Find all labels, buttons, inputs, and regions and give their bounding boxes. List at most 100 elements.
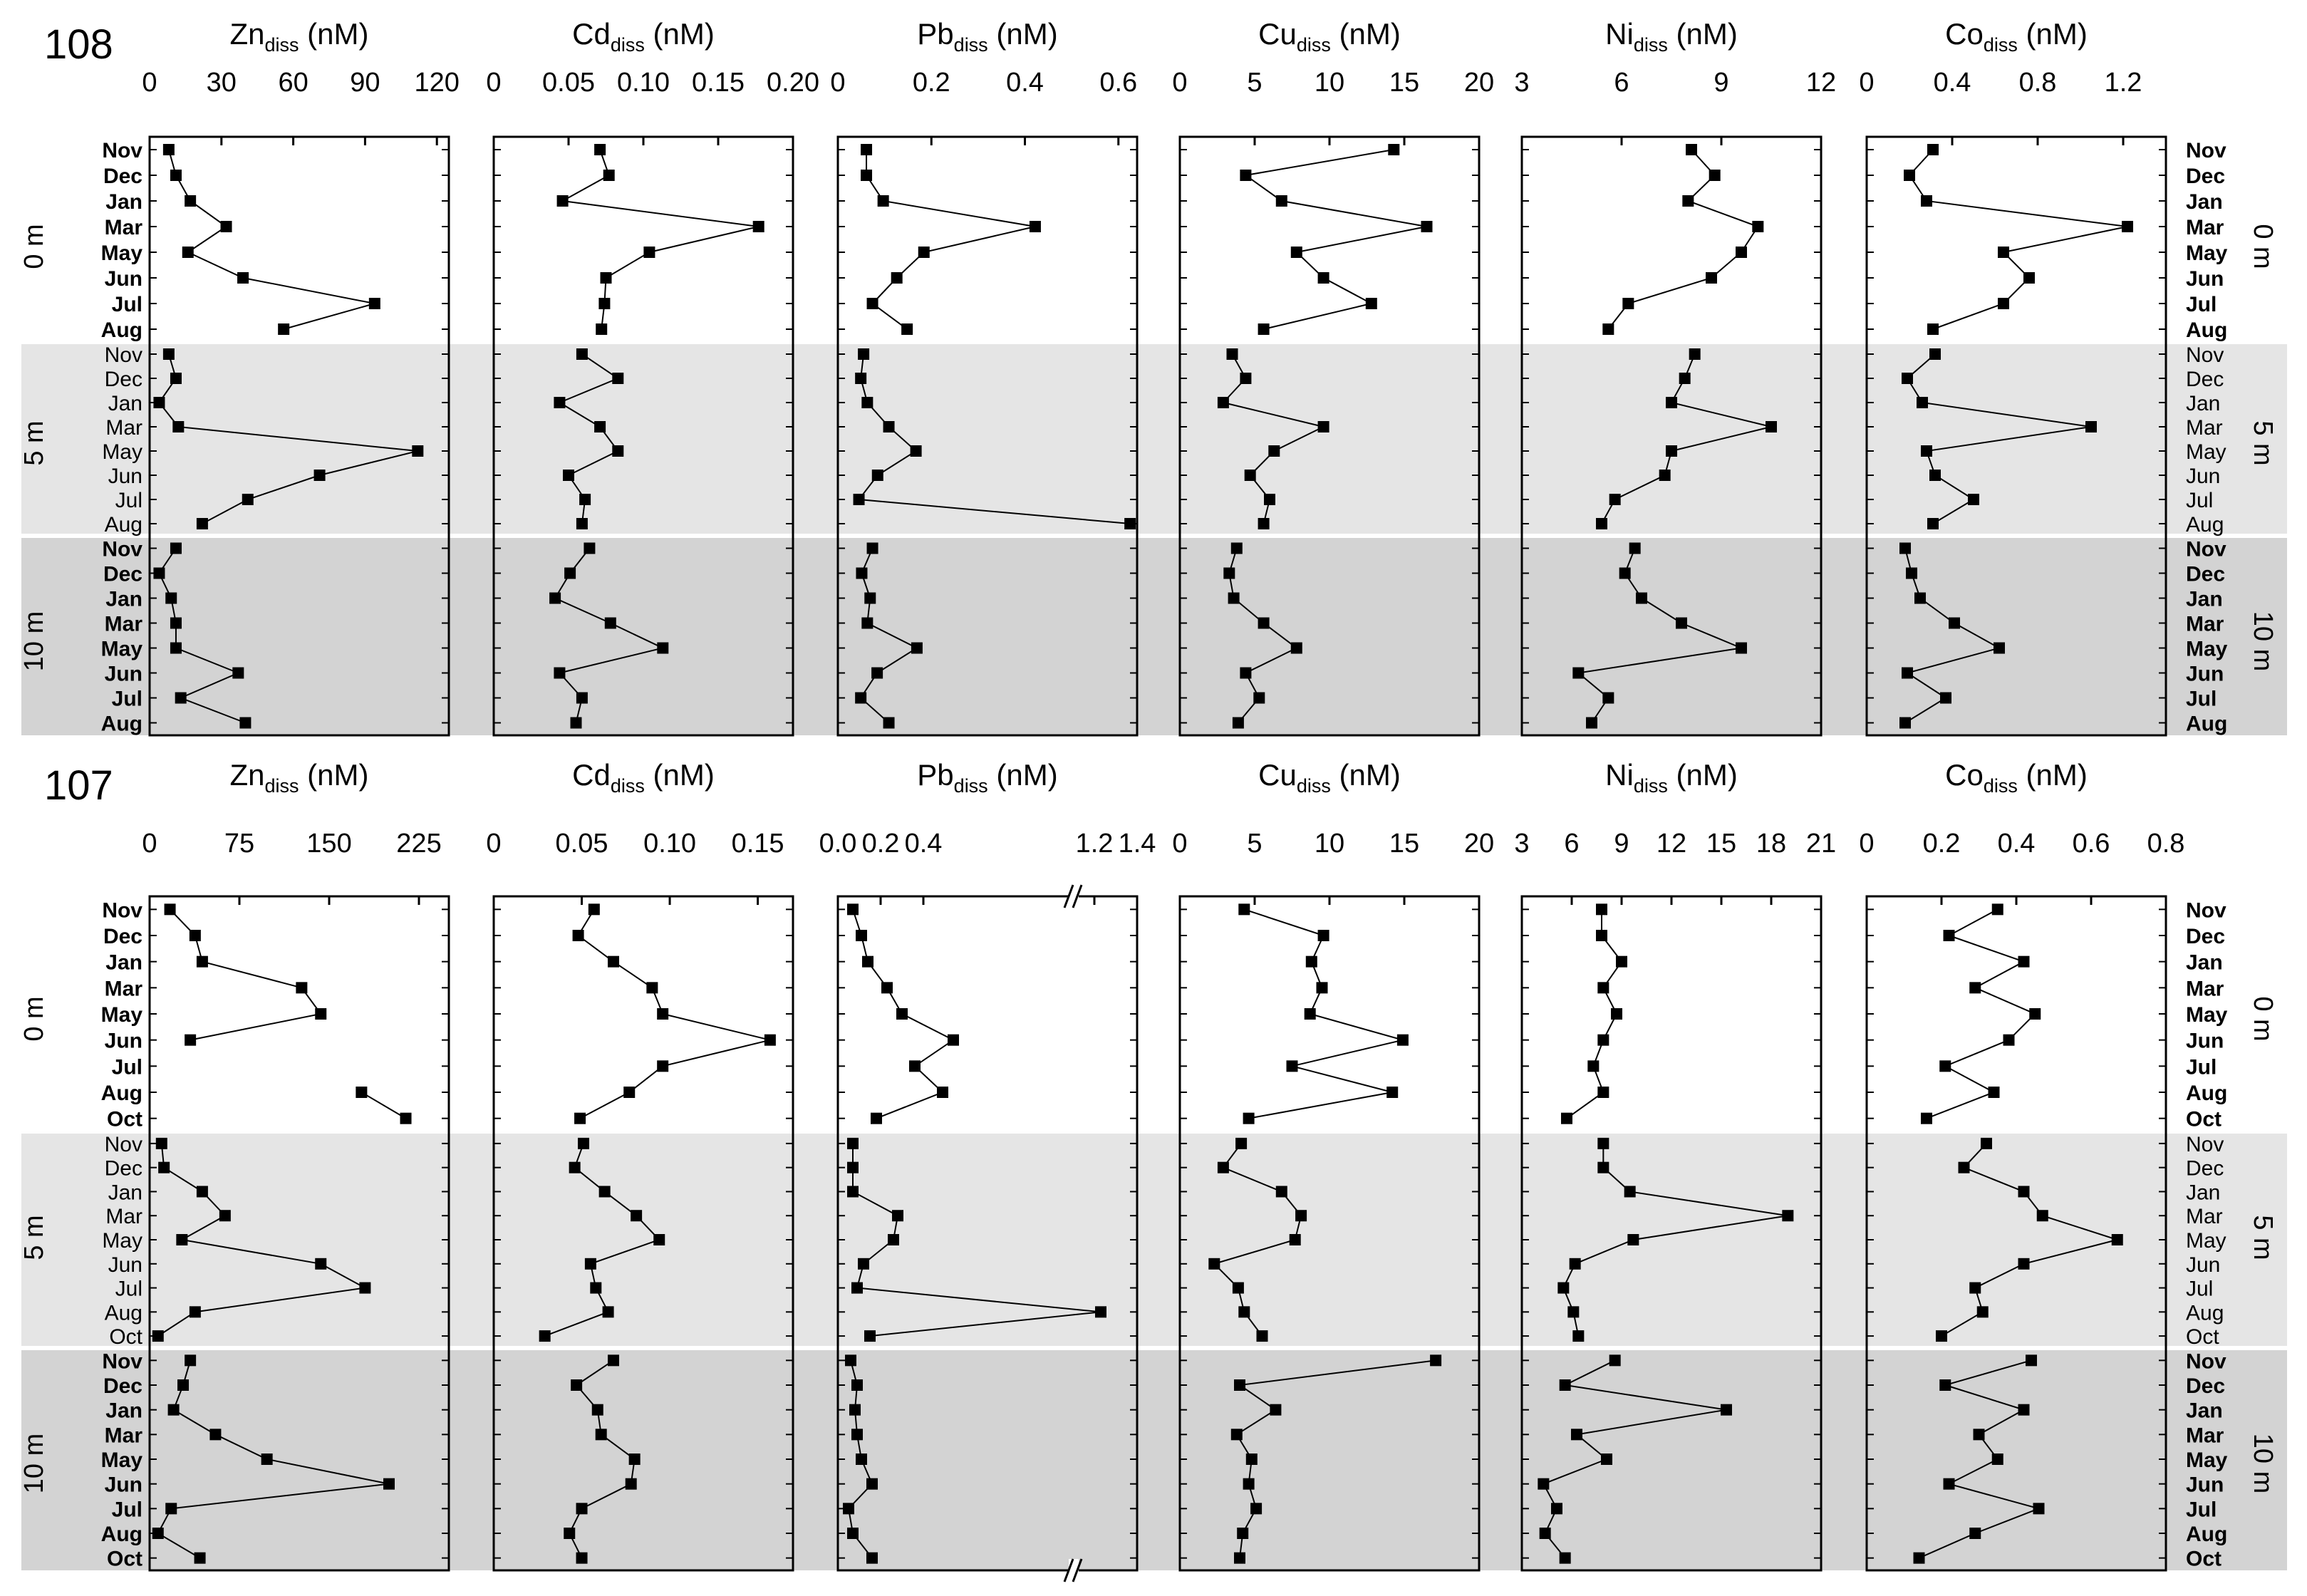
data-point bbox=[864, 592, 876, 604]
data-point bbox=[1232, 717, 1244, 729]
data-point bbox=[1217, 1161, 1229, 1173]
data-point bbox=[600, 272, 612, 284]
data-point bbox=[1902, 373, 1913, 384]
panel-title: Cddiss (nM) bbox=[572, 17, 715, 56]
panel-zn: Zndiss (nM) 0 30 60 90 120 bbox=[142, 17, 460, 737]
data-point bbox=[1921, 445, 1932, 457]
axis-break-mark bbox=[1063, 884, 1074, 908]
panel-co: Codiss (nM) 0 0.2 0.4 0.6 0.8 bbox=[1859, 758, 2185, 1572]
data-point bbox=[158, 1161, 170, 1173]
month-label-left: Nov bbox=[102, 1349, 142, 1373]
data-point bbox=[1904, 170, 1915, 181]
data-point bbox=[851, 1282, 863, 1294]
data-point bbox=[910, 445, 922, 457]
month-label-right: Dec bbox=[2186, 165, 2225, 188]
month-label-left: Nov bbox=[105, 1133, 142, 1156]
data-point bbox=[209, 1429, 222, 1441]
data-point bbox=[864, 1330, 876, 1342]
data-point bbox=[595, 1429, 607, 1441]
panel-title: Zndiss (nM) bbox=[229, 758, 368, 797]
data-point bbox=[1636, 592, 1647, 604]
depth-label-left: 0 m bbox=[19, 224, 49, 269]
depth-label-right: 5 m bbox=[2248, 420, 2278, 465]
x-tick-label: 15 bbox=[1389, 829, 1419, 859]
panel-frame bbox=[1865, 135, 2167, 737]
data-point bbox=[189, 930, 201, 941]
data-point bbox=[1253, 692, 1265, 704]
series-line-0m bbox=[1908, 149, 2128, 330]
data-point bbox=[1943, 1478, 1955, 1490]
data-point bbox=[1234, 1552, 1245, 1564]
data-point bbox=[155, 1137, 167, 1149]
depth-label-right: 10 m bbox=[2248, 611, 2278, 671]
data-point bbox=[856, 1454, 867, 1465]
data-point bbox=[1969, 982, 1981, 994]
month-label-left: Dec bbox=[105, 368, 142, 391]
data-point bbox=[1943, 930, 1955, 941]
month-label-right: Oct bbox=[2186, 1325, 2219, 1349]
panel-frame bbox=[148, 135, 450, 737]
month-label-left: Jul bbox=[112, 688, 142, 711]
x-tick-label: 21 bbox=[1806, 829, 1836, 859]
data-point bbox=[1969, 1528, 1981, 1539]
data-point bbox=[571, 1379, 583, 1391]
panel-title: Pbdiss (nM) bbox=[917, 17, 1057, 56]
data-point bbox=[170, 642, 182, 654]
data-point bbox=[1736, 642, 1747, 654]
month-label-right: Dec bbox=[2186, 1374, 2225, 1398]
data-point bbox=[646, 982, 658, 994]
data-point bbox=[1936, 1330, 1947, 1342]
data-point bbox=[1290, 247, 1302, 258]
month-label-right: Nov bbox=[2186, 1349, 2226, 1373]
data-point bbox=[1609, 494, 1621, 505]
month-label-right: Mar bbox=[2186, 613, 2224, 636]
data-point bbox=[1927, 323, 1939, 335]
data-point bbox=[1234, 1379, 1245, 1391]
data-point bbox=[752, 221, 764, 232]
x-tick-label: 0 bbox=[142, 829, 157, 859]
data-point bbox=[2018, 1186, 2030, 1198]
data-point bbox=[1256, 1330, 1268, 1342]
data-point bbox=[1095, 1306, 1106, 1318]
data-point bbox=[1217, 397, 1229, 408]
x-tick-label: 5 bbox=[1247, 829, 1262, 859]
data-point bbox=[1597, 1137, 1609, 1149]
data-point bbox=[1666, 397, 1677, 408]
data-point bbox=[877, 195, 889, 207]
data-point bbox=[554, 667, 566, 679]
month-label-right: Oct bbox=[2186, 1108, 2222, 1131]
month-label-left: Oct bbox=[107, 1108, 142, 1131]
month-label-left: May bbox=[102, 440, 142, 464]
data-point bbox=[888, 1234, 899, 1245]
data-point bbox=[1290, 642, 1302, 654]
data-point bbox=[1223, 567, 1235, 579]
x-tick-label: 10 bbox=[1315, 829, 1344, 859]
data-point bbox=[1572, 667, 1585, 679]
month-label-left: Dec bbox=[103, 1374, 142, 1398]
x-tick-label: 0.8 bbox=[2147, 829, 2185, 859]
data-point bbox=[871, 470, 883, 481]
series-line-0m bbox=[167, 149, 375, 330]
data-point bbox=[2026, 1354, 2037, 1367]
month-label-right: Nov bbox=[2186, 1133, 2224, 1156]
data-point bbox=[182, 247, 194, 258]
data-point bbox=[1232, 1282, 1244, 1294]
data-point bbox=[856, 930, 867, 941]
data-point bbox=[861, 397, 873, 408]
depth-label-left: 0 m bbox=[19, 996, 49, 1041]
data-point bbox=[539, 1330, 551, 1342]
data-point bbox=[1611, 1008, 1622, 1020]
panel-cu: Cudiss (nM) 0 5 10 15 20 bbox=[1172, 17, 1494, 737]
data-point bbox=[594, 421, 606, 432]
month-label-left: Dec bbox=[103, 925, 142, 948]
x-tick-label: 0.2 bbox=[913, 68, 950, 98]
data-point bbox=[185, 195, 197, 207]
data-point bbox=[866, 1478, 878, 1490]
month-label-left: Nov bbox=[105, 343, 142, 367]
x-tick-label: 3 bbox=[1514, 829, 1529, 859]
data-point bbox=[625, 1478, 637, 1490]
data-point bbox=[315, 1258, 327, 1270]
data-point bbox=[576, 348, 588, 360]
data-point bbox=[1228, 592, 1240, 604]
data-point bbox=[1317, 272, 1329, 284]
